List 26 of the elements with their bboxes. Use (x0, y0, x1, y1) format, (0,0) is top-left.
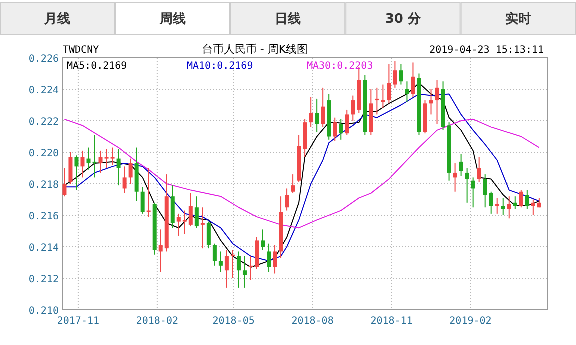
tab: 30 分 (346, 2, 461, 35)
text: 2019-04-23 15:13:11 (430, 45, 544, 56)
x-tick-label: 2018-05 (212, 316, 255, 327)
text: MA30:0.2203 (307, 61, 374, 72)
text: MA5:0.2169 (67, 61, 128, 72)
text: TWDCNY (63, 45, 100, 56)
x-tick-label: 2018-11 (370, 316, 413, 327)
text: MA10:0.2169 (187, 61, 254, 72)
x-tick-label: 2017-11 (57, 316, 100, 327)
chart-title: 台币人民币 - 周K线图 (202, 43, 308, 56)
y-tick-label: 0.226 (28, 54, 59, 65)
tab: 日线 (230, 2, 346, 35)
y-tick-label: 0.220 (28, 148, 59, 160)
y-tick-label: 0.210 (28, 306, 59, 317)
y-tick-label: 0.218 (28, 180, 59, 191)
x-tick-label: 2019-02 (450, 316, 492, 327)
y-tick-label: 0.224 (28, 86, 59, 96)
tab: 月线 (0, 2, 116, 35)
y-tick-label: 0.212 (28, 274, 59, 286)
y-tick-label: 0.222 (28, 117, 59, 128)
x-tick-label: 2018-02 (136, 316, 179, 327)
x-tick-label: 2018-08 (292, 316, 334, 327)
tab: 实时 (460, 2, 576, 35)
y-tick-label: 0.216 (28, 212, 59, 222)
tab: 周线 (115, 2, 230, 35)
y-tick-label: 0.214 (28, 243, 59, 254)
